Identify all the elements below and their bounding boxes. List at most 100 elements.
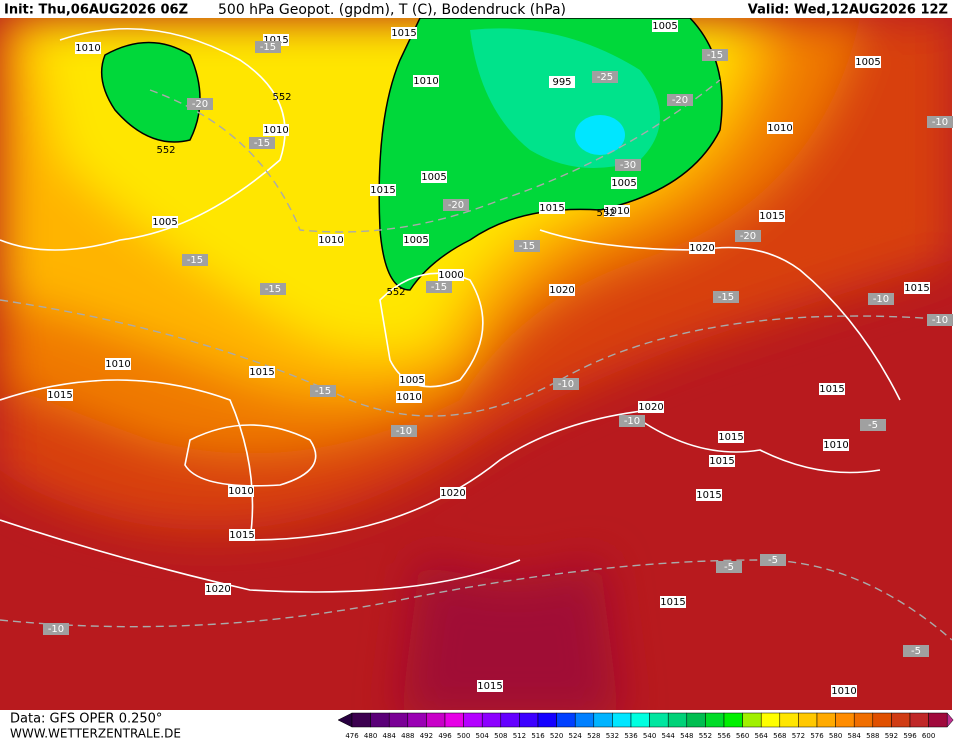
isobar-label-box (249, 366, 275, 378)
isobar-label-box (689, 242, 715, 254)
isobar-label-box (370, 184, 396, 196)
colorbar-label: 568 (773, 732, 786, 740)
colorbar-swatch (686, 712, 706, 728)
isobar-label: 1010 (228, 486, 253, 497)
colorbar-label: 512 (513, 732, 526, 740)
isobar-label-box (152, 216, 178, 228)
isobar-label-box (75, 42, 101, 54)
colorbar-swatch (370, 712, 390, 728)
temperature-label-box (615, 159, 641, 171)
temperature-label-box (391, 425, 417, 437)
temperature-label: -15 (254, 138, 270, 149)
colorbar-label: 480 (364, 732, 377, 740)
isobar-label: 1010 (318, 235, 343, 246)
temperature-label-box (249, 137, 275, 149)
temperature-label: -5 (724, 562, 734, 573)
colorbar-swatch (853, 712, 874, 728)
colorbar-swatch (835, 712, 855, 728)
isobar-label: 1015 (759, 211, 784, 222)
isobar-label-box (660, 596, 686, 608)
isobar-label: 1000 (438, 270, 463, 281)
colorbar-label: 564 (755, 732, 769, 740)
colorbar-label: 592 (885, 732, 898, 740)
temperature-label-box (716, 561, 742, 573)
colorbar-swatch (798, 712, 818, 728)
isobar-label-box (823, 439, 849, 451)
isobar-label: 1020 (440, 488, 465, 499)
isobar-label-box (696, 489, 722, 501)
isobar-label-box (228, 485, 254, 497)
colorbar-swatch (388, 712, 409, 728)
temperature-label: -5 (911, 646, 921, 657)
temperature-label-box (868, 293, 894, 305)
isobar-label: 1015 (477, 681, 502, 692)
colorbar-label: 584 (848, 732, 862, 740)
temperature-label-box (860, 419, 886, 431)
isobar-label: 1015 (539, 203, 564, 214)
colorbar-label: 536 (624, 732, 638, 740)
isobar-label: 1010 (75, 43, 100, 54)
isobar-label-box (440, 487, 466, 499)
colorbar-label: 476 (345, 732, 359, 740)
colorbar-swatch (444, 712, 464, 728)
colorbar-swatch (556, 712, 576, 728)
colorbar-label: 588 (866, 732, 879, 740)
colorbar-swatch (463, 712, 483, 728)
temperature-label-box (927, 314, 953, 326)
temperature-label: -25 (597, 72, 613, 83)
colorbar-label: 516 (531, 732, 545, 740)
isobar-label: 1015 (263, 35, 288, 46)
colorbar-swatch (909, 712, 929, 728)
colorbar-swatch (426, 712, 446, 728)
colorbar-label: 524 (569, 732, 583, 740)
map-field (0, 18, 952, 710)
temperature-label: -10 (624, 416, 640, 427)
isobar-label-box (549, 76, 575, 88)
colorbar-label: 544 (662, 732, 676, 740)
isobar-label: 1010 (604, 206, 629, 217)
colorbar-swatch (872, 712, 892, 728)
temperature-label: -10 (932, 315, 948, 326)
colorbar-arrow-left (337, 712, 353, 728)
isobar-label: 1020 (549, 285, 574, 296)
isobar-label-box (105, 358, 131, 370)
temperature-label-box (927, 116, 953, 128)
isobar-label: 1010 (396, 392, 421, 403)
isobar-label: 1005 (399, 375, 424, 386)
colorbar-label: 520 (550, 732, 563, 740)
isobar-label: 1020 (205, 584, 230, 595)
isobar-label: 1020 (689, 243, 714, 254)
isobar-label-box (403, 234, 429, 246)
temperature-label: -15 (707, 50, 723, 61)
geopotential-label: 552 (386, 287, 405, 298)
data-source: Data: GFS OPER 0.250° (10, 712, 162, 727)
temperature-label-box (667, 94, 693, 106)
colorbar-label: 556 (717, 732, 731, 740)
temperature-label-box (260, 283, 286, 295)
isobar-label: 1005 (652, 21, 677, 32)
colorbar-swatch (667, 712, 688, 728)
temperature-label-box (255, 41, 281, 53)
isobar-label-box (413, 75, 439, 87)
colorbar-label: 548 (680, 732, 693, 740)
colorbar-label: 500 (457, 732, 470, 740)
temperature-label-box (443, 199, 469, 211)
temperature-label-box (713, 291, 739, 303)
temperature-label-box (702, 49, 728, 61)
temperature-label-box (187, 98, 213, 110)
colorbar-label: 576 (810, 732, 824, 740)
temperature-label: -5 (768, 555, 778, 566)
colorbar-label: 488 (401, 732, 414, 740)
colorbar-swatch (630, 712, 650, 728)
colorbar-label: 600 (922, 732, 935, 740)
isobar-label-box (47, 389, 73, 401)
isobar-label-box (549, 284, 575, 296)
isobar-label: 1010 (263, 125, 288, 136)
isobar-label: 1015 (47, 390, 72, 401)
colorbar-label: 596 (903, 732, 917, 740)
colorbar-label: 496 (438, 732, 452, 740)
isobar-label-box (759, 210, 785, 222)
temperature-label-box (735, 230, 761, 242)
temperature-label-box (553, 378, 579, 390)
